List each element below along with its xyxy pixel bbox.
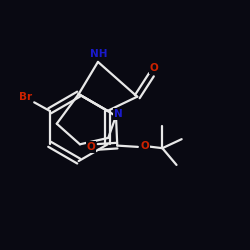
Text: O: O [141, 140, 150, 150]
Text: Br: Br [19, 92, 32, 102]
Text: O: O [86, 142, 95, 152]
Text: NH: NH [90, 49, 108, 59]
Text: O: O [150, 63, 158, 73]
Text: N: N [114, 109, 122, 119]
